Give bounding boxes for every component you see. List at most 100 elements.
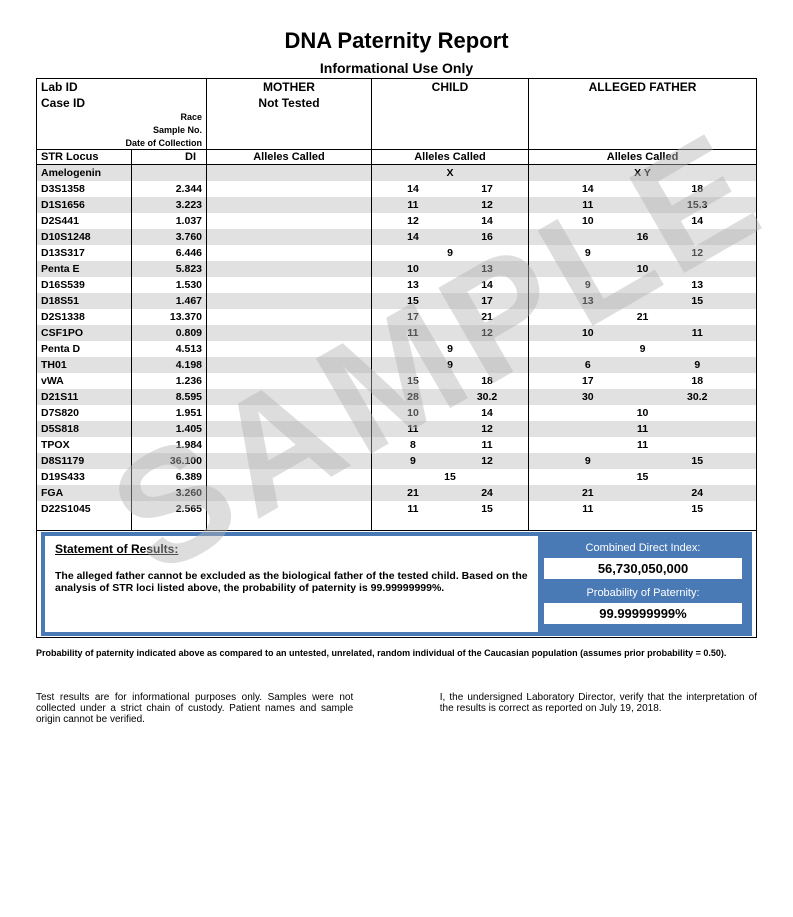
father-alleles: 1315 (529, 293, 757, 309)
father-alleles: 913 (529, 277, 757, 293)
table-row: CSF1PO0.809 11121011 (37, 325, 757, 341)
child-alleles: 1721 (371, 309, 528, 325)
report-subtitle: Informational Use Only (36, 60, 757, 76)
table-row: D2S133813.370172121 (37, 309, 757, 325)
child-alleles: 1517 (371, 293, 528, 309)
date-collection-label: Date of Collection (37, 137, 207, 150)
child-header: CHILD (371, 79, 528, 96)
father-alleles: 3030.2 (529, 389, 757, 405)
locus-cell: D5S818 (37, 421, 132, 437)
table-row: D19S4336.3891515 (37, 469, 757, 485)
child-alleles: X (371, 165, 528, 181)
di-cell: 2.565 (132, 501, 207, 517)
child-alleles: 1112 (371, 197, 528, 213)
child-alleles: 1115 (371, 501, 528, 517)
statement-body: The alleged father cannot be excluded as… (55, 570, 528, 594)
father-alleles: 1115.3 (529, 197, 757, 213)
father-alleles: 912 (529, 245, 757, 261)
locus-cell: D10S1248 (37, 229, 132, 245)
mother-alleles (207, 405, 372, 421)
child-alleles: 811 (371, 437, 528, 453)
mother-alleles (207, 453, 372, 469)
mother-not-tested: Not Tested (207, 95, 372, 111)
di-cell: 1.530 (132, 277, 207, 293)
locus-cell: TPOX (37, 437, 132, 453)
child-alleles: 1518 (371, 373, 528, 389)
mother-alleles (207, 181, 372, 197)
table-row: Penta D4.513 99 (37, 341, 757, 357)
disclaimer-left: Test results are for informational purpo… (36, 692, 353, 725)
father-alleles: 915 (529, 453, 757, 469)
father-alleles: 16 (529, 229, 757, 245)
di-cell: 1.405 (132, 421, 207, 437)
father-alleles: 1718 (529, 373, 757, 389)
mother-alleles (207, 309, 372, 325)
father-alleles: 1014 (529, 213, 757, 229)
child-alleles: 9 (371, 357, 528, 373)
child-alleles: 1112 (371, 325, 528, 341)
mother-alleles (207, 501, 372, 517)
race-label: Race (37, 111, 207, 124)
father-alleles: 2124 (529, 485, 757, 501)
di-cell: 4.513 (132, 341, 207, 357)
table-row: D5S8181.405111211 (37, 421, 757, 437)
locus-cell: D3S1358 (37, 181, 132, 197)
report-title: DNA Paternity Report (36, 28, 757, 54)
locus-cell: D18S51 (37, 293, 132, 309)
table-row: D21S118.5952830.23030.2 (37, 389, 757, 405)
locus-cell: FGA (37, 485, 132, 501)
table-row: vWA1.23615181718 (37, 373, 757, 389)
father-alleles: 1011 (529, 325, 757, 341)
table-row: D2S4411.03712141014 (37, 213, 757, 229)
child-alleles: 1314 (371, 277, 528, 293)
locus-cell: vWA (37, 373, 132, 389)
cdi-value: 56,730,050,000 (544, 558, 742, 579)
case-id-label: Case ID (37, 95, 207, 111)
table-row: AmelogeninXX Y (37, 165, 757, 181)
father-alleles: 10 (529, 405, 757, 421)
director-statement: I, the undersigned Laboratory Director, … (440, 692, 757, 725)
father-alleles: 11 (529, 421, 757, 437)
father-alleles: 9 (529, 341, 757, 357)
child-alleles: 2830.2 (371, 389, 528, 405)
di-cell: 3.760 (132, 229, 207, 245)
father-alleles: 21 (529, 309, 757, 325)
di-cell: 1.037 (132, 213, 207, 229)
locus-cell: D16S539 (37, 277, 132, 293)
locus-cell: Penta D (37, 341, 132, 357)
locus-cell: D2S1338 (37, 309, 132, 325)
child-alleles: 1416 (371, 229, 528, 245)
child-alleles: 1417 (371, 181, 528, 197)
mother-alleles (207, 325, 372, 341)
di-cell: 3.260 (132, 485, 207, 501)
locus-cell: D1S1656 (37, 197, 132, 213)
child-alleles: 1013 (371, 261, 528, 277)
di-cell: 0.809 (132, 325, 207, 341)
sample-no-label: Sample No. (37, 124, 207, 137)
child-alleles: 912 (371, 453, 528, 469)
mother-alleles (207, 437, 372, 453)
di-cell: 1.951 (132, 405, 207, 421)
table-row: Penta E5.823101310 (37, 261, 757, 277)
locus-cell: CSF1PO (37, 325, 132, 341)
mother-alleles (207, 341, 372, 357)
mother-alleles (207, 485, 372, 501)
father-alleles: 10 (529, 261, 757, 277)
locus-cell: D21S11 (37, 389, 132, 405)
father-header: ALLEGED FATHER (529, 79, 757, 96)
mother-alleles (207, 421, 372, 437)
child-alleles: 9 (371, 341, 528, 357)
table-row: D16S5391.530 1314913 (37, 277, 757, 293)
di-cell: 6.446 (132, 245, 207, 261)
pop-label: Probability of Paternity: (542, 585, 744, 601)
results-box: Statement of Results: The alleged father… (41, 532, 752, 636)
mother-alleles (207, 373, 372, 389)
table-row: TPOX1.98481111 (37, 437, 757, 453)
locus-cell: D19S433 (37, 469, 132, 485)
father-alleles: 11 (529, 437, 757, 453)
locus-cell: Penta E (37, 261, 132, 277)
lab-id-label: Lab ID (37, 79, 207, 96)
mother-alleles (207, 277, 372, 293)
mother-alleles (207, 197, 372, 213)
mother-alleles (207, 213, 372, 229)
